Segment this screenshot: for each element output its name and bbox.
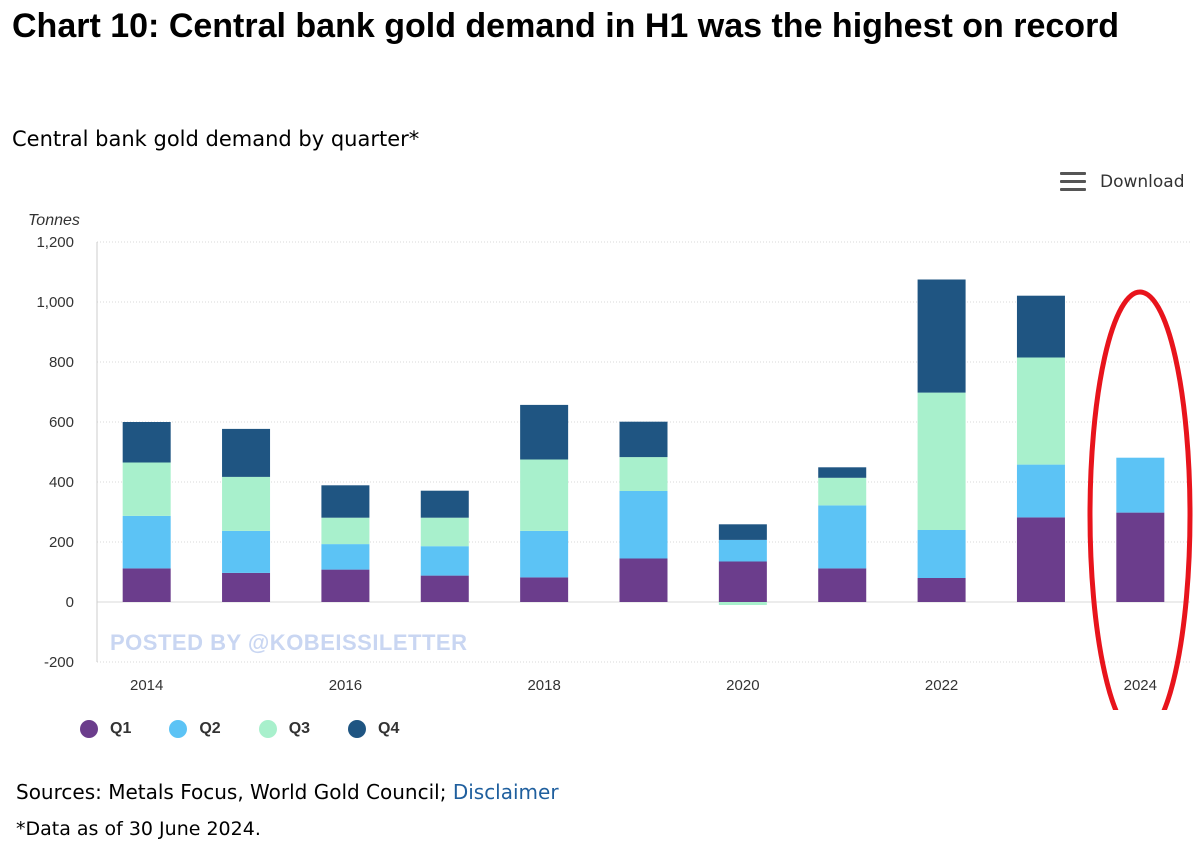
bar-q4-2023[interactable]: [1016, 295, 1065, 358]
y-tick-label: 1,200: [36, 234, 74, 251]
legend-label-q2: Q2: [199, 720, 221, 737]
bar-q4-2018[interactable]: [520, 404, 569, 460]
legend-swatch-q3: [258, 720, 277, 738]
legend-item-q1[interactable]: Q1: [80, 720, 131, 738]
legend-item-q3[interactable]: Q3: [258, 720, 311, 738]
legend-label-q4: Q4: [378, 720, 400, 737]
bar-q3-2016[interactable]: [321, 517, 370, 545]
bar-q2-2020[interactable]: [718, 539, 767, 562]
bar-q4-2021[interactable]: [818, 467, 867, 478]
bar-q1-2022[interactable]: [917, 578, 966, 602]
sources-line: Sources: Metals Focus, World Gold Counci…: [16, 780, 559, 804]
legend-swatch-q4: [348, 720, 367, 738]
bar-q3-2022[interactable]: [917, 392, 966, 530]
bar-q1-2020[interactable]: [718, 561, 767, 603]
bar-q2-2021[interactable]: [818, 505, 867, 569]
y-tick-label: 600: [49, 414, 74, 431]
bar-q3-2023[interactable]: [1016, 357, 1065, 465]
x-tick-label: 2024: [1124, 677, 1157, 694]
legend-item-q2[interactable]: Q2: [169, 720, 221, 738]
y-axis-ticks: 1,200 1,000 800 600 400 200 0 -200: [36, 234, 74, 671]
bar-q3-2015[interactable]: [222, 476, 271, 531]
hamburger-menu-icon[interactable]: [1060, 172, 1086, 192]
bar-q1-2023[interactable]: [1016, 517, 1065, 602]
bar-q3-2018[interactable]: [520, 459, 569, 531]
bar-q3-2019[interactable]: [619, 457, 668, 491]
x-axis-ticks: 2014 2016 2018 2020 2022 2024: [130, 677, 1157, 694]
x-tick-label: 2020: [726, 677, 759, 694]
sources-text: Sources: Metals Focus, World Gold Counci…: [16, 780, 453, 804]
download-label[interactable]: Download: [1100, 172, 1185, 192]
bar-q2-2023[interactable]: [1016, 464, 1065, 518]
bar-q4-2017[interactable]: [420, 490, 469, 518]
stacked-bar-chart: 1,200 1,000 800 600 400 200 0 -200 2014 2016 2018…: [28, 212, 1193, 710]
chart-bars: [122, 279, 1165, 605]
bar-q2-2019[interactable]: [619, 491, 668, 559]
bar-q4-2014[interactable]: [122, 422, 171, 463]
bar-q2-2017[interactable]: [420, 546, 469, 576]
chart-subtitle: Central bank gold demand by quarter*: [12, 127, 420, 151]
x-tick-label: 2018: [527, 677, 560, 694]
bar-q1-2021[interactable]: [818, 568, 867, 602]
bar-q3-2014[interactable]: [122, 462, 171, 516]
bar-q1-2016[interactable]: [321, 569, 370, 602]
y-tick-label: -200: [44, 654, 74, 671]
bar-q1-2019[interactable]: [619, 558, 668, 603]
bar-q1-2024[interactable]: [1116, 512, 1165, 602]
y-tick-label: 200: [49, 534, 74, 551]
bar-q4-2020[interactable]: [718, 524, 767, 540]
bar-q4-2022[interactable]: [917, 279, 966, 393]
legend-swatch-q2: [169, 720, 188, 738]
x-tick-label: 2022: [925, 677, 958, 694]
bar-q1-2018[interactable]: [520, 577, 569, 602]
bar-q2-2015[interactable]: [222, 530, 271, 573]
bar-q2-2016[interactable]: [321, 544, 370, 570]
highlight-ellipse: [1087, 289, 1193, 710]
bar-q4-2015[interactable]: [222, 428, 271, 477]
legend-label-q3: Q3: [288, 720, 311, 737]
x-tick-label: 2014: [130, 677, 163, 694]
legend-swatch-q1: [80, 720, 98, 738]
bar-q4-2016[interactable]: [321, 485, 370, 518]
bar-q1-2014[interactable]: [122, 568, 171, 602]
bar-q1-2015[interactable]: [222, 572, 271, 602]
y-tick-label: 1,000: [36, 294, 74, 311]
bar-q2-2014[interactable]: [122, 515, 171, 569]
data-note: *Data as of 30 June 2024.: [16, 818, 261, 840]
y-axis-label: Tonnes: [28, 212, 80, 229]
bar-q2-2022[interactable]: [917, 530, 966, 578]
chart-legend: Q1 Q2 Q3 Q4: [80, 720, 399, 738]
y-tick-label: 0: [66, 594, 74, 611]
bar-q2-2018[interactable]: [520, 530, 569, 578]
bar-q2-2024[interactable]: [1116, 457, 1165, 513]
watermark-text: POSTED BY @KOBEISSILETTER: [110, 630, 468, 655]
bar-q1-2017[interactable]: [420, 575, 469, 602]
x-tick-label: 2016: [329, 677, 362, 694]
chart-title: Chart 10: Central bank gold demand in H1…: [12, 7, 1120, 45]
disclaimer-link[interactable]: Disclaimer: [452, 780, 559, 804]
bar-q3-2020[interactable]: [718, 602, 767, 605]
bar-q3-2017[interactable]: [420, 517, 469, 547]
bar-q3-2021[interactable]: [818, 477, 867, 506]
download-button[interactable]: Download: [1060, 172, 1185, 192]
legend-item-q4[interactable]: Q4: [348, 720, 399, 738]
bar-q4-2019[interactable]: [619, 421, 668, 458]
y-tick-label: 800: [49, 354, 74, 371]
legend-label-q1: Q1: [110, 720, 132, 737]
y-tick-label: 400: [49, 474, 74, 491]
